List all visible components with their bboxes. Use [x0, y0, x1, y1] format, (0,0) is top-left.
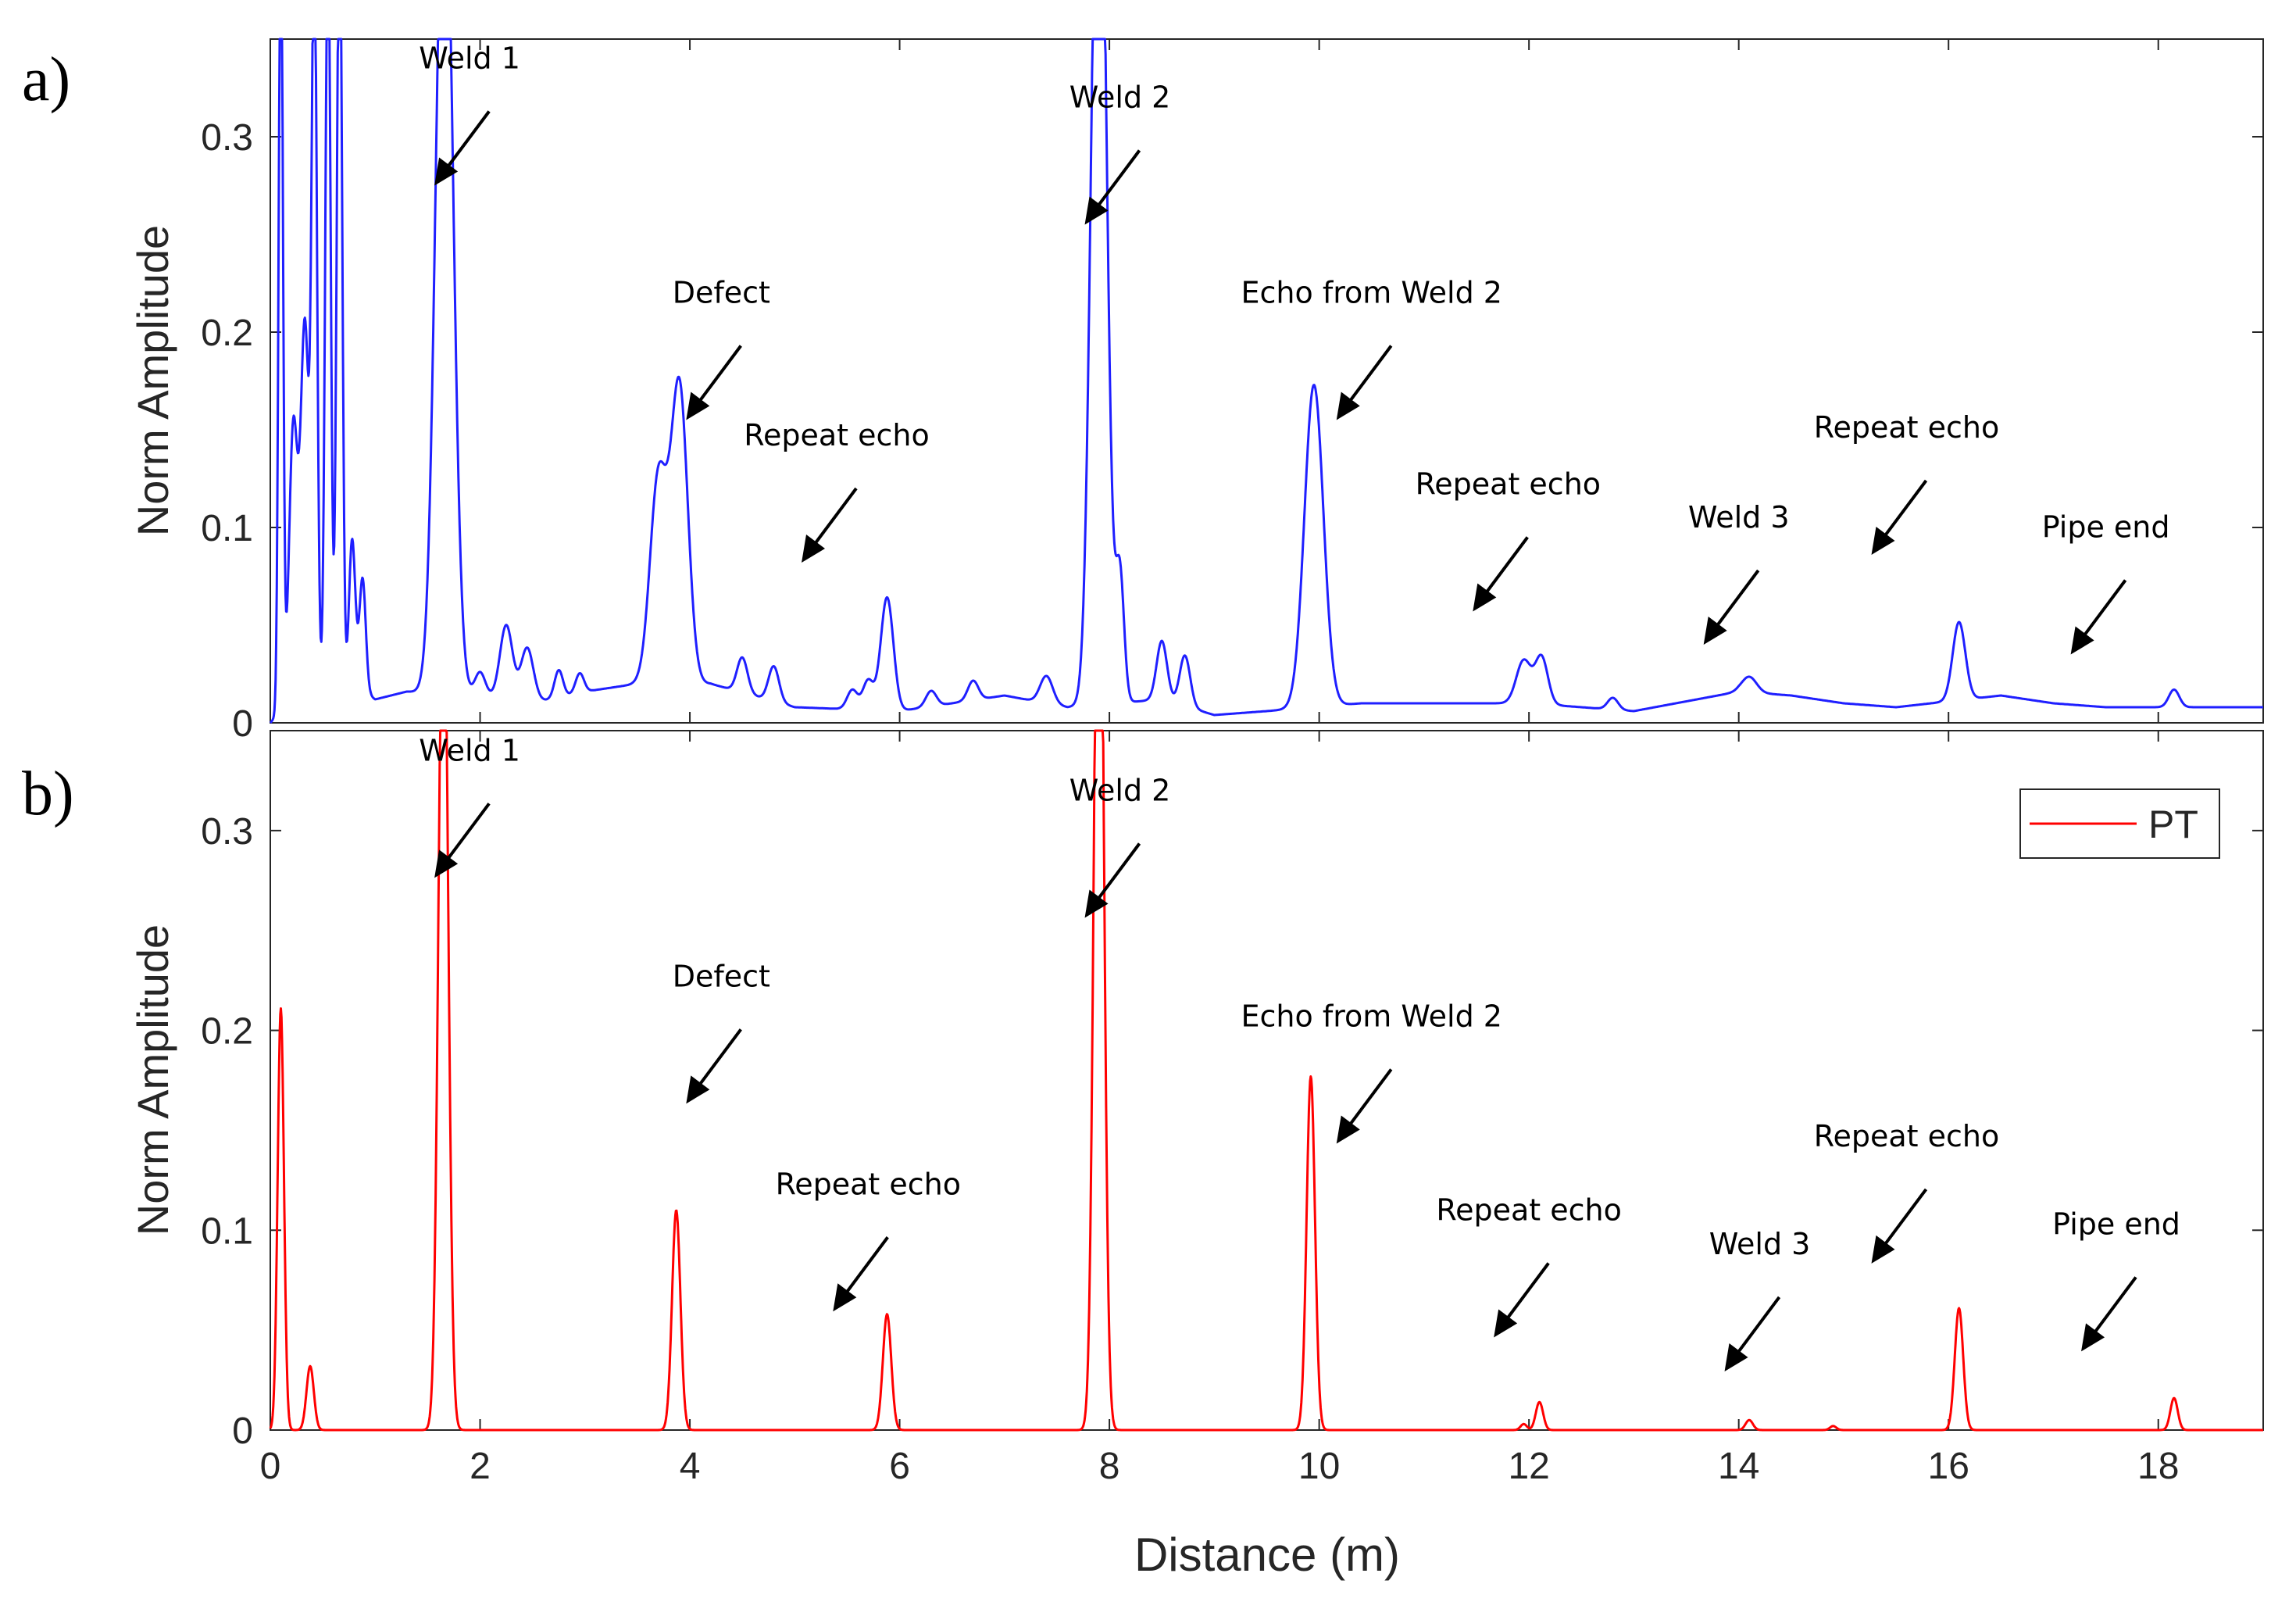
- annotation-arrowhead: [434, 157, 459, 186]
- ytick-label: 0: [232, 1411, 253, 1452]
- panel-b-label: b): [22, 760, 74, 828]
- panel-a-annotations: Weld 1 Weld 2 Defect Echo from Weld 2 Repeat…: [419, 41, 2170, 655]
- annotation-arrowhead: [686, 1075, 710, 1104]
- legend-label: PT: [2148, 803, 2198, 846]
- panel-b-annotations: Weld 1 Weld 2 Defect Echo from Weld 2 Repeat…: [419, 733, 2180, 1371]
- annotation-label: Repeat echo: [776, 1167, 961, 1201]
- panel-b-legend: PT: [2019, 788, 2220, 859]
- xtick-label: 10: [1298, 1446, 1340, 1487]
- annotation-arrow: [811, 487, 858, 549]
- panel-b-plot-area: [270, 730, 2264, 1431]
- annotation-label: Weld 2: [1069, 774, 1171, 808]
- annotation-arrowhead: [686, 392, 710, 420]
- annotation-label: Pipe end: [2042, 510, 2170, 545]
- annotation-arrowhead: [1724, 1343, 1748, 1371]
- xtick-label: 16: [1928, 1446, 1969, 1487]
- annotation-label: Defect: [673, 959, 770, 993]
- annotation-arrowhead: [2070, 626, 2094, 655]
- annotation-arrow: [1713, 569, 1760, 631]
- annotation-arrow: [1094, 842, 1141, 903]
- panel-a-series-line: [269, 38, 2264, 724]
- annotation-arrow: [1346, 1068, 1393, 1129]
- xtick-label: 6: [889, 1446, 910, 1487]
- panel-b-series-line: [269, 729, 2264, 1432]
- panel-a: 00.10.20.3 Norm Amplitude a) Weld 1Weld …: [22, 38, 2264, 745]
- annotation-arrow: [1880, 479, 1928, 541]
- annotation-arrowhead: [833, 1283, 857, 1312]
- annotation-label: Echo from Weld 2: [1241, 999, 1503, 1033]
- xtick-label: 0: [260, 1446, 281, 1487]
- xtick-label: 8: [1099, 1446, 1120, 1487]
- ytick-label: 0.1: [201, 508, 253, 549]
- annotation-arrow: [695, 345, 742, 406]
- panel-b: 0 0.1 0.2 0.3 0 2 4 6 8 10 12 14 16 18 Norm Amplitud…: [22, 729, 2264, 1581]
- annotation-arrow: [1346, 345, 1393, 406]
- annotation-arrow: [1482, 536, 1529, 597]
- xtick-label: 12: [1508, 1446, 1549, 1487]
- annotation-arrow: [1880, 1188, 1928, 1250]
- annotation-arrow: [1094, 149, 1141, 210]
- panel-b-ytick-labels: 0 0.1 0.2 0.3: [201, 811, 253, 1452]
- panel-b-xtick-labels: 0 2 4 6 8 10 12 14 16 18: [260, 1446, 2180, 1487]
- annotation-arrowhead: [1494, 1309, 1518, 1338]
- xtick-label: 18: [2137, 1446, 2179, 1487]
- annotation-label: Repeat echo: [1436, 1193, 1621, 1228]
- annotation-arrowhead: [1084, 196, 1109, 225]
- xtick-label: 2: [470, 1446, 491, 1487]
- annotation-label: Weld 3: [1688, 500, 1790, 535]
- annotation-arrowhead: [1473, 583, 1497, 612]
- ytick-label: 0.3: [201, 117, 253, 159]
- annotation-label: Repeat echo: [744, 418, 929, 452]
- annotation-label: Pipe end: [2052, 1207, 2180, 1241]
- ytick-label: 0.2: [201, 313, 253, 354]
- panel-a-ylabel: Norm Amplitude: [128, 225, 177, 536]
- annotation-arrow: [2080, 579, 2127, 640]
- panel-a-ytick-labels: 0 0.1 0.2 0.3: [201, 117, 253, 745]
- annotation-arrow: [1503, 1262, 1550, 1323]
- annotation-label: Repeat echo: [1814, 1119, 1999, 1153]
- annotation-arrowhead: [1084, 889, 1109, 918]
- annotation-arrowhead: [1336, 1115, 1360, 1144]
- panel-a-ticks: [270, 39, 2263, 724]
- annotation-arrowhead: [2081, 1323, 2105, 1352]
- panel-b-ticks: [270, 731, 2263, 1431]
- annotation-arrowhead: [1703, 617, 1727, 645]
- annotation-label: Weld 2: [1069, 80, 1171, 115]
- ytick-label: 0.3: [201, 811, 253, 853]
- annotation-arrow: [842, 1236, 889, 1297]
- annotation-arrow: [695, 1028, 742, 1089]
- ytick-label: 0.1: [201, 1210, 253, 1252]
- annotation-arrow: [2091, 1276, 2137, 1337]
- annotation-label: Defect: [673, 276, 770, 310]
- annotation-arrow: [1734, 1296, 1781, 1357]
- panel-a-plot-area: [270, 38, 2264, 724]
- annotation-arrow: [444, 110, 491, 171]
- annotation-label: Weld 1: [419, 41, 520, 76]
- annotation-arrow: [444, 803, 491, 863]
- annotation-label: Weld 3: [1709, 1227, 1811, 1261]
- panel-b-xlabel: Distance (m): [1134, 1529, 1400, 1581]
- ytick-label: 0.2: [201, 1011, 253, 1053]
- panel-b-ylabel: Norm Amplitude: [128, 924, 177, 1235]
- xtick-label: 4: [680, 1446, 701, 1487]
- annotation-label: Echo from Weld 2: [1241, 276, 1503, 310]
- annotation-label: Weld 1: [419, 733, 520, 767]
- xtick-label: 14: [1718, 1446, 1759, 1487]
- annotation-arrowhead: [802, 535, 826, 563]
- panel-a-label: a): [22, 45, 70, 114]
- annotation-arrowhead: [1871, 1235, 1895, 1264]
- ytick-label: 0: [232, 703, 253, 745]
- annotation-arrowhead: [1336, 392, 1360, 420]
- annotation-label: Repeat echo: [1814, 410, 1999, 445]
- annotation-arrowhead: [1871, 527, 1895, 555]
- annotation-label: Repeat echo: [1416, 467, 1601, 502]
- annotation-arrowhead: [434, 849, 459, 878]
